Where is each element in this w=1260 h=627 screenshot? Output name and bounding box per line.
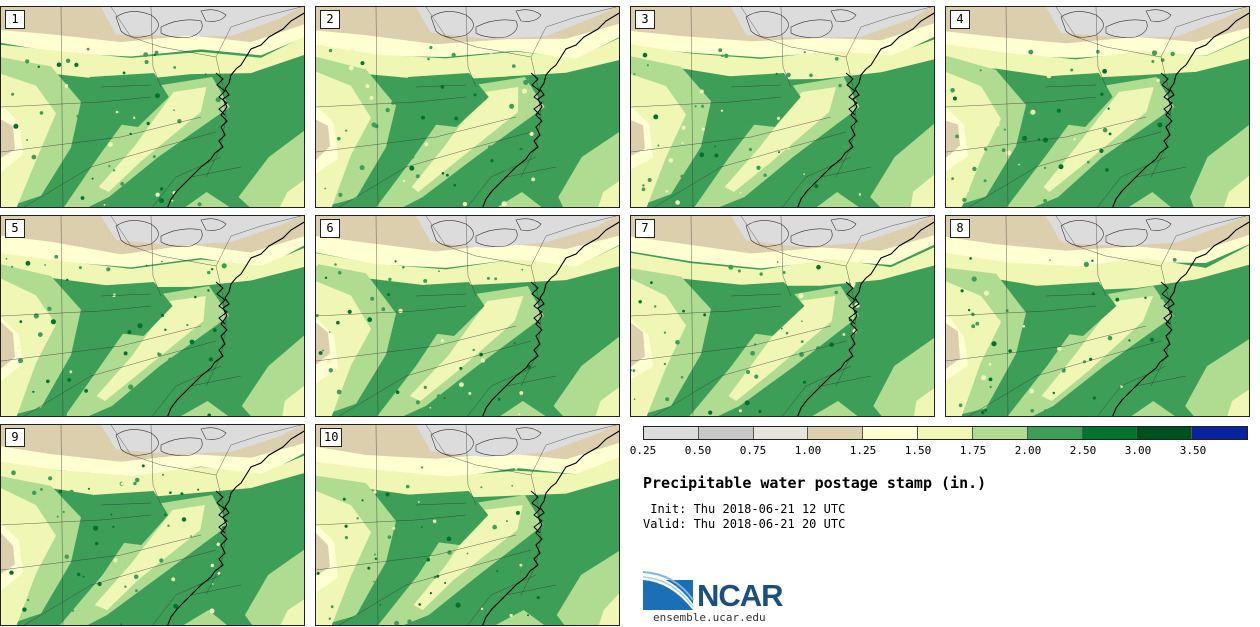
member-number-label: 10 xyxy=(320,428,343,447)
colorbar-segment xyxy=(644,427,699,439)
chart-title: Precipitable water postage stamp (in.) xyxy=(643,474,987,492)
ensemble-member-panel: 5 xyxy=(0,215,305,417)
init-time: Init: Thu 2018-06-21 12 UTC xyxy=(643,502,846,516)
ensemble-member-panel: 2 xyxy=(315,6,620,208)
colorbar-tick-label: 3.00 xyxy=(1124,444,1152,457)
valid-time: Valid: Thu 2018-06-21 20 UTC xyxy=(643,517,846,531)
precipitable-water-map xyxy=(946,216,1249,416)
colorbar-tick-label: 0.25 xyxy=(629,444,657,457)
colorbar-tick-label: 1.00 xyxy=(794,444,822,457)
colorbar-tick-label: 0.50 xyxy=(684,444,712,457)
precipitable-water-map xyxy=(631,216,934,416)
ensemble-member-panel: 3 xyxy=(630,6,935,208)
colorbar-tick-label: 2.50 xyxy=(1069,444,1097,457)
colorbar-tick-label: 1.50 xyxy=(904,444,932,457)
colorbar-segment xyxy=(918,427,973,439)
colorbar-ticks: 0.25 0.50 0.75 1.00 1.25 1.50 1.75 2.00 2.50 3.00… xyxy=(630,444,1248,460)
ncar-logo-icon xyxy=(643,571,694,610)
member-number-label: 6 xyxy=(320,219,340,238)
colorbar-segment xyxy=(1137,427,1193,439)
precipitable-water-map xyxy=(316,425,619,625)
member-number-label: 3 xyxy=(635,10,655,29)
precipitable-water-map xyxy=(631,7,934,207)
colorbar-segment xyxy=(808,427,864,439)
precipitable-water-map xyxy=(1,7,304,207)
ensemble-member-panel: 10 xyxy=(315,424,620,626)
precipitable-water-map xyxy=(946,7,1249,207)
member-number-label: 2 xyxy=(320,10,340,29)
ncar-logo-text: NCAR xyxy=(697,578,784,613)
member-number-label: 5 xyxy=(5,219,25,238)
ensemble-member-panel: 7 xyxy=(630,215,935,417)
ensemble-member-panel: 4 xyxy=(945,6,1250,208)
logo-url: ensemble.ucar.edu xyxy=(653,611,766,624)
member-number-label: 7 xyxy=(635,219,655,238)
precipitable-water-map xyxy=(316,7,619,207)
precipitable-water-map xyxy=(1,216,304,416)
ensemble-member-panel: 1 xyxy=(0,6,305,208)
colorbar-segment xyxy=(863,427,919,439)
colorbar xyxy=(643,426,1248,440)
member-number-label: 1 xyxy=(5,10,25,29)
colorbar-tick-label: 1.25 xyxy=(849,444,877,457)
colorbar-tick-label: 2.00 xyxy=(1014,444,1042,457)
colorbar-segment xyxy=(1027,427,1083,439)
ensemble-member-panel: 6 xyxy=(315,215,620,417)
member-number-label: 4 xyxy=(950,10,970,29)
member-number-label: 8 xyxy=(950,219,970,238)
colorbar-segment xyxy=(1192,427,1247,439)
colorbar-tick-label: 3.50 xyxy=(1179,444,1207,457)
ensemble-member-panel: 8 xyxy=(945,215,1250,417)
colorbar-segment xyxy=(1082,427,1138,439)
precipitable-water-map xyxy=(1,425,304,625)
colorbar-tick-label: 1.75 xyxy=(959,444,987,457)
colorbar-segment xyxy=(753,427,809,439)
ensemble-member-panel: 9 xyxy=(0,424,305,626)
colorbar-tick-label: 0.75 xyxy=(739,444,767,457)
colorbar-segment xyxy=(972,427,1028,439)
member-number-label: 9 xyxy=(5,428,25,447)
colorbar-segment xyxy=(698,427,754,439)
precipitable-water-map xyxy=(316,216,619,416)
